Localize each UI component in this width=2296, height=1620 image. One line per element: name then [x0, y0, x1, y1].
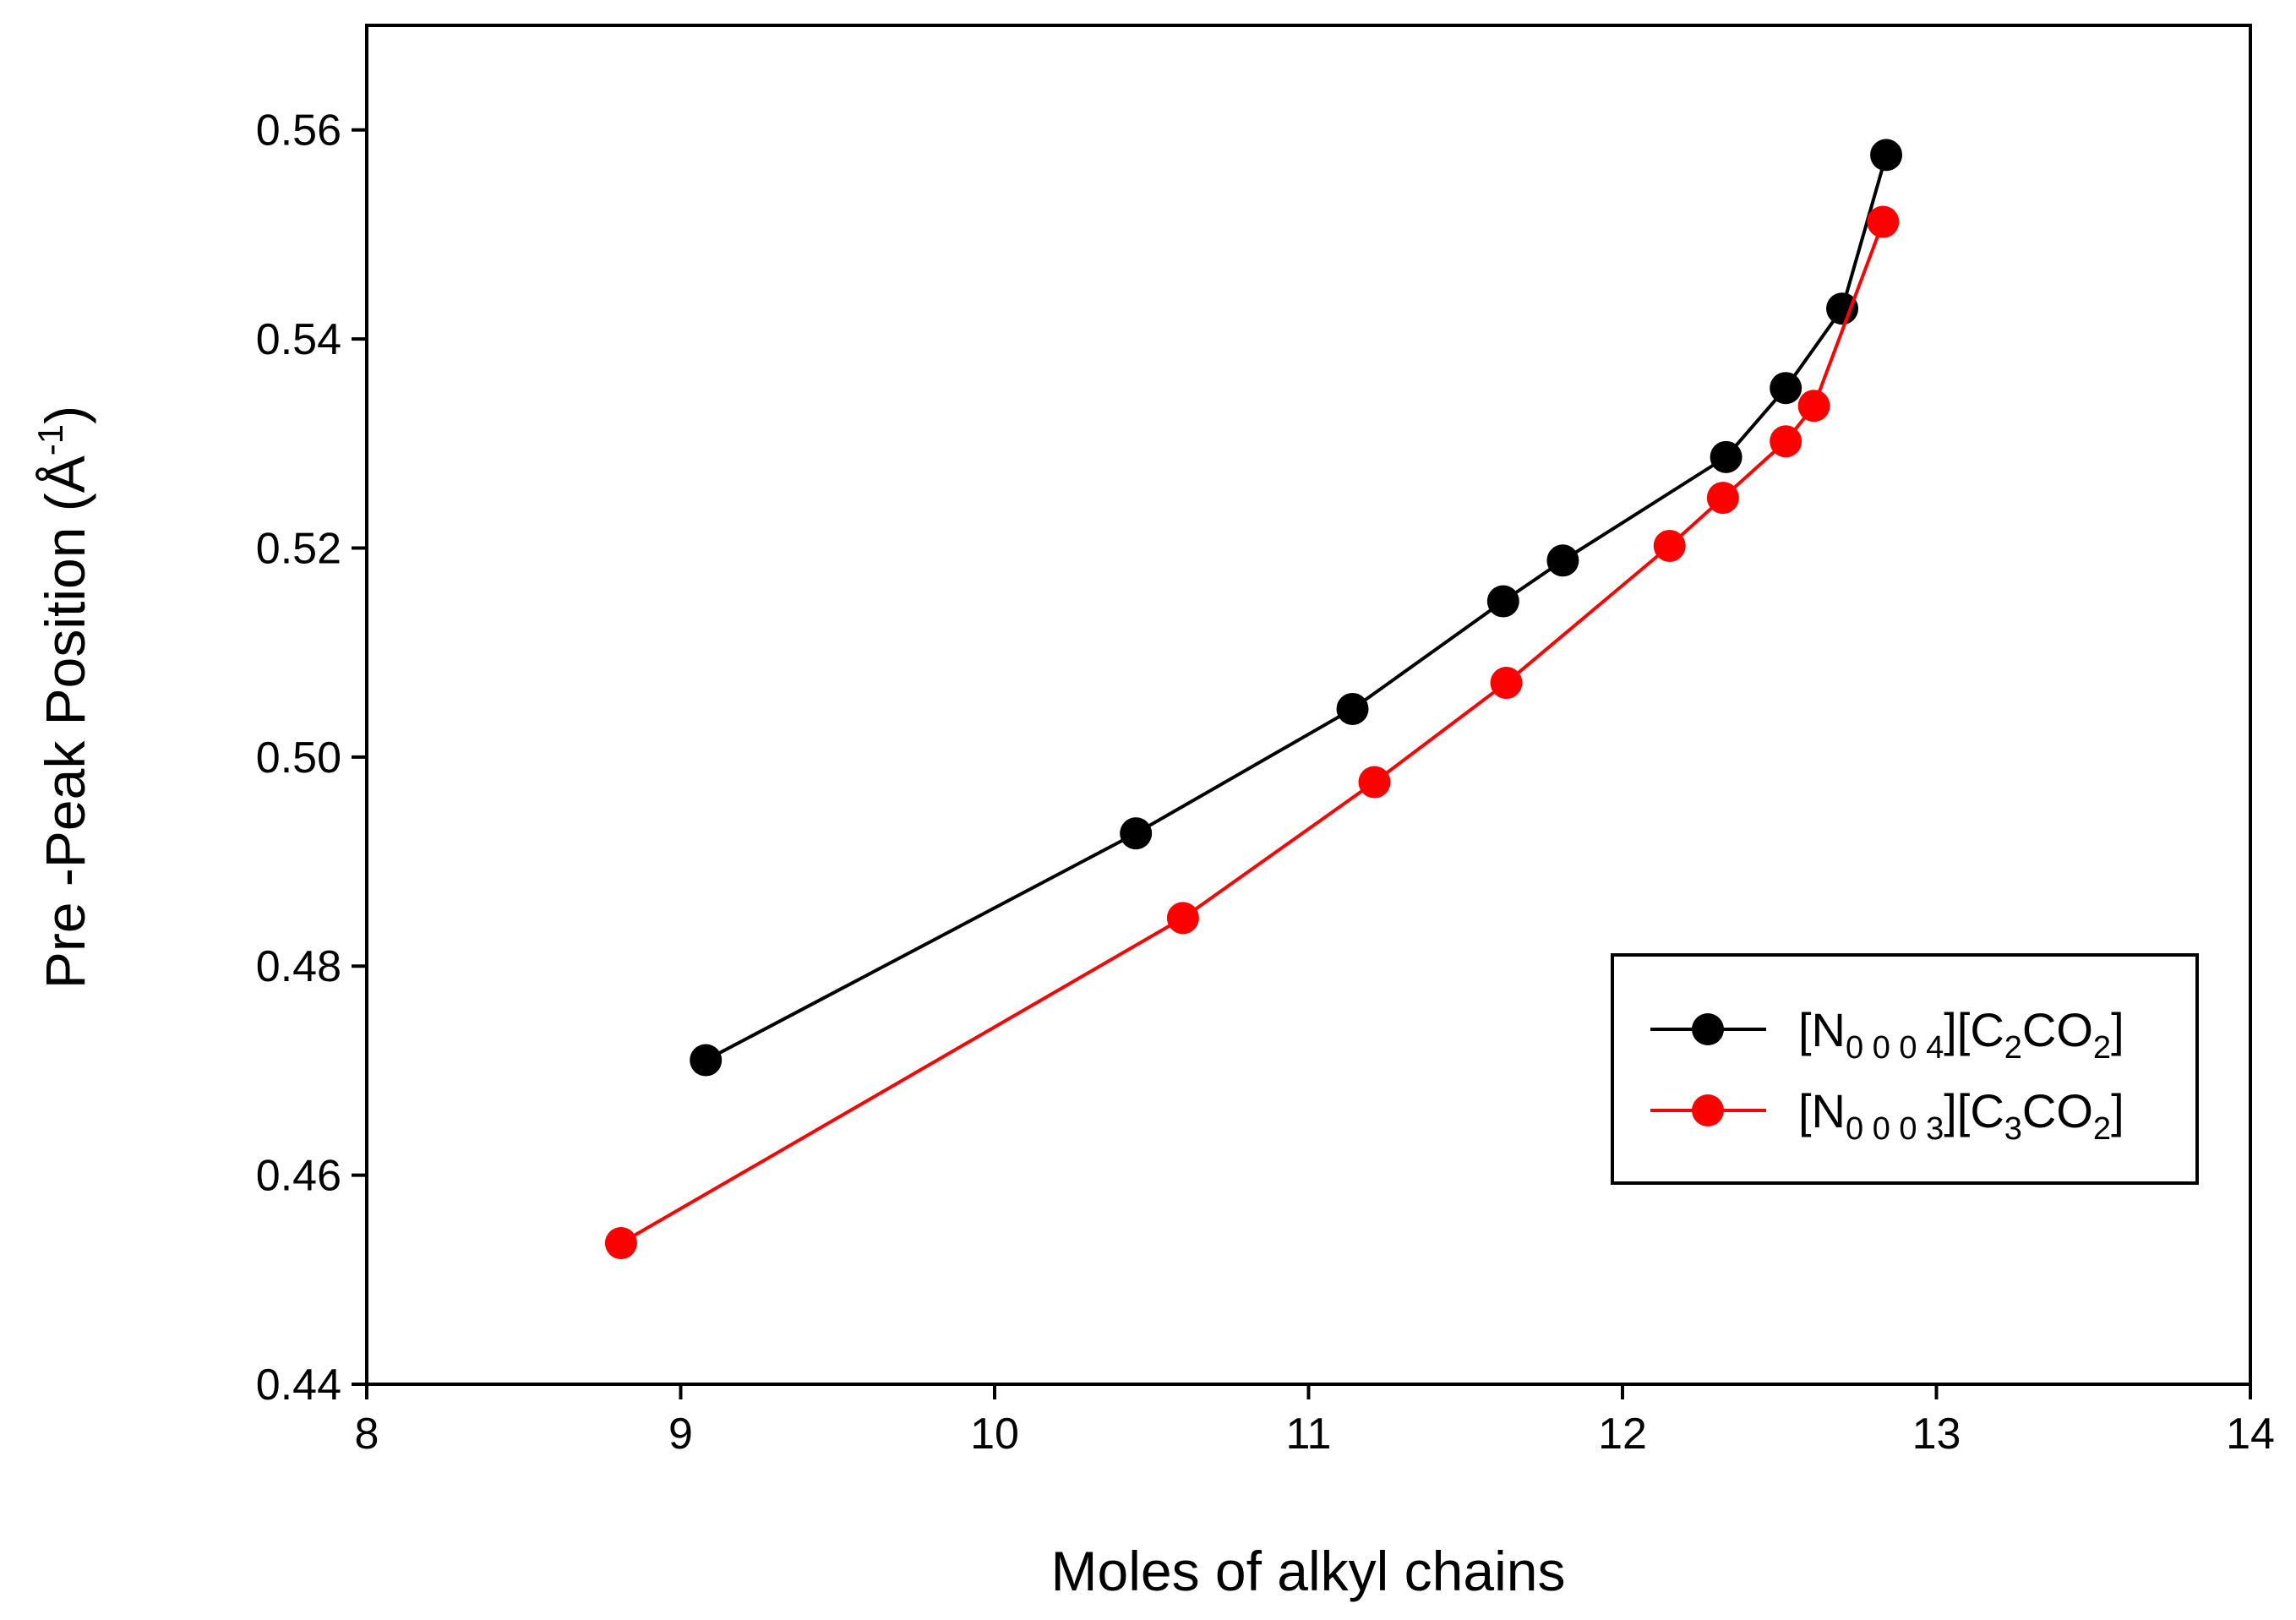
- data-point: [1358, 766, 1391, 799]
- legend-marker-series-1: [1692, 1013, 1724, 1045]
- data-point: [1486, 585, 1519, 618]
- y-tick-label: 0.50: [256, 734, 341, 783]
- data-point: [1546, 544, 1579, 577]
- data-point: [1797, 390, 1830, 423]
- legend-entry-series-1: [N0 0 0 4][C2CO2]: [1650, 1003, 2124, 1066]
- data-point: [690, 1044, 723, 1077]
- y-axis-title-close: ): [34, 406, 96, 424]
- legend-entry-series-2: [N0 0 0 3][C3CO2]: [1650, 1084, 2124, 1147]
- y-axis-title-superscript: -1: [30, 424, 70, 455]
- x-tick-label: 13: [1912, 1410, 1961, 1459]
- plot-frame: [365, 24, 2252, 1386]
- y-tick-label: 0.56: [256, 106, 341, 155]
- data-point: [1166, 902, 1199, 935]
- x-tick-label: 11: [1286, 1410, 1332, 1459]
- x-tick-label: 14: [2226, 1410, 2275, 1459]
- y-axis-title: Pre -Peak Position (Å-1): [30, 406, 96, 989]
- y-axis-title-main: Pre -Peak Position (Å: [34, 455, 96, 989]
- data-point: [604, 1227, 637, 1260]
- y-tick-label: 0.46: [256, 1152, 341, 1201]
- y-axis-ticks: 0.44 0.46 0.48 0.50 0.52 0.54 0.56: [256, 106, 367, 1410]
- data-point: [1770, 372, 1802, 405]
- series-layer: [604, 139, 1903, 1260]
- legend: [N0 0 0 4][C2CO2] [N0 0 0 3][C3CO2]: [1611, 953, 2199, 1185]
- x-tick-label: 10: [970, 1410, 1019, 1459]
- legend-label-series-1: [N0 0 0 4][C2CO2]: [1798, 1003, 2124, 1066]
- series-2: [604, 205, 1900, 1260]
- data-point: [1653, 529, 1686, 562]
- y-tick-label: 0.52: [256, 524, 341, 573]
- y-tick-label: 0.48: [256, 942, 341, 991]
- data-point: [1710, 440, 1742, 473]
- legend-marker-series-2: [1692, 1094, 1724, 1126]
- series-1: [690, 139, 1903, 1077]
- y-tick-label: 0.44: [256, 1361, 341, 1410]
- data-point: [1706, 482, 1739, 515]
- x-tick-label: 12: [1598, 1410, 1647, 1459]
- data-point: [1867, 205, 1900, 238]
- data-point: [1870, 139, 1903, 172]
- x-tick-label: 8: [355, 1410, 379, 1459]
- data-point: [1490, 667, 1523, 700]
- data-point: [1826, 292, 1859, 325]
- data-point: [1770, 425, 1802, 458]
- legend-box: [1611, 953, 2199, 1185]
- data-point: [1120, 817, 1153, 850]
- x-axis-ticks: 8 9 10 11 12 13 14: [355, 1384, 2275, 1459]
- y-tick-label: 0.54: [256, 315, 341, 364]
- x-tick-label: 9: [668, 1410, 693, 1459]
- x-axis-title: Moles of alkyl chains: [1051, 1540, 1566, 1602]
- legend-label-series-2: [N0 0 0 3][C3CO2]: [1798, 1084, 2124, 1147]
- data-point: [1336, 692, 1369, 725]
